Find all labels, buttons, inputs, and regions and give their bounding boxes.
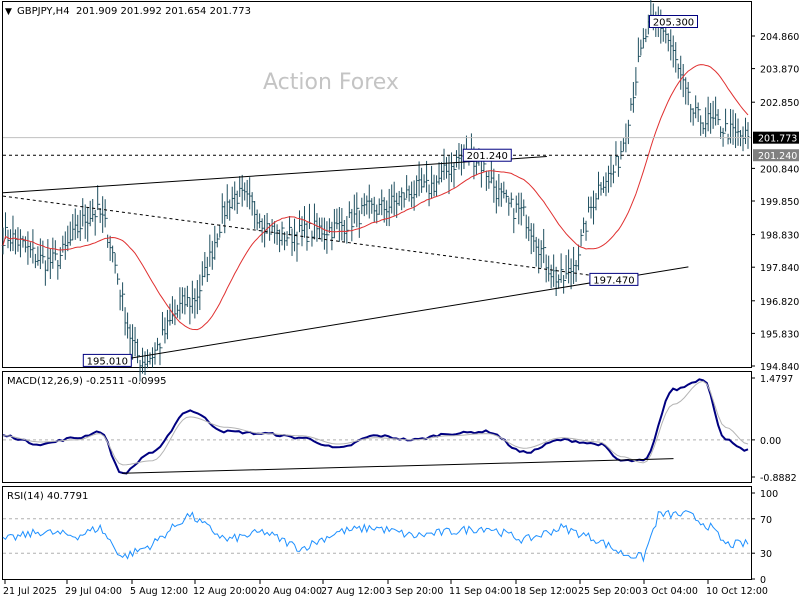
dropdown-triangle-icon[interactable]: ▼ [5, 7, 12, 17]
price-tick-label: 194.840 [760, 362, 799, 373]
watermark: Action Forex [263, 70, 399, 95]
rsi-title: RSI(14) 40.7791 [7, 491, 88, 502]
price-tick-label: 203.870 [760, 65, 799, 76]
x-tick-label: 21 Jul 2025 [3, 586, 57, 597]
x-tick-label: 11 Sep 04:00 [449, 586, 512, 597]
price-label-frame [462, 148, 512, 162]
trendline-upper-channel [2, 156, 547, 194]
macd-layer [2, 378, 751, 475]
rsi-axis: 100 70 30 0 [751, 489, 778, 586]
price-label-frame [649, 15, 698, 29]
rsi-layer [2, 509, 751, 563]
header-symbol: GBPJPY,H4 [17, 6, 70, 17]
macd-signal-line [2, 380, 749, 466]
price-tick-label: 199.850 [760, 197, 799, 208]
price-tick-label: 195.830 [760, 329, 799, 340]
price-tick-label: 197.840 [760, 263, 799, 274]
price-label-frame [82, 353, 132, 367]
price-label-box: 205.300 [649, 15, 698, 29]
macd-tick-label: 1.4797 [760, 374, 793, 385]
price-label-frame [589, 272, 639, 286]
price-label-box: 197.470 [589, 272, 639, 286]
x-tick-label: 20 Aug 04:00 [258, 586, 322, 597]
price-tick-label: 196.820 [760, 297, 799, 308]
rsi-tick-label: 0 [760, 575, 766, 586]
price-label-text: 195.010 [87, 356, 128, 367]
x-tick-label: 25 Sep 20:00 [578, 586, 641, 597]
x-tick-label: 3 Oct 04:00 [642, 586, 698, 597]
price-label-text: 197.470 [593, 275, 634, 286]
x-tick-label: 27 Aug 12:00 [321, 586, 385, 597]
macd-tick-label: 0.00 [760, 436, 781, 447]
level-tag [753, 149, 799, 162]
rsi-tick-label: 100 [760, 489, 778, 500]
price-label-text: 201.240 [467, 151, 508, 162]
macd-panel [2, 371, 752, 483]
price-tick-label: 198.830 [760, 231, 799, 242]
x-tick-label: 10 Oct 12:00 [706, 586, 768, 597]
price-tick-label: 202.850 [760, 98, 799, 109]
price-overlay: 205.300 201.240 197.470 195.010 [2, 15, 751, 367]
rsi-line [2, 509, 749, 563]
price-tick-label: 204.860 [760, 32, 799, 43]
macd-axis: 1.4797 0.00 -0.8882 [751, 374, 797, 484]
price-label-box: 195.010 [82, 353, 132, 367]
trendline-dashed-line [2, 195, 622, 280]
x-tick-label: 12 Aug 20:00 [193, 586, 257, 597]
current-price-tag-text: 201.773 [758, 134, 797, 145]
macd-trendline [122, 458, 674, 474]
moving-average-line [2, 64, 749, 331]
rsi-tick-label: 70 [760, 515, 772, 526]
price-label-text: 205.300 [653, 18, 694, 29]
macd-tick-label: -0.8882 [760, 473, 797, 484]
price-label-box: 201.240 [462, 148, 512, 162]
current-price-tag [753, 131, 799, 144]
rsi-panel [2, 486, 752, 580]
price-axis: 204.860 203.870 202.850 201.773 200.840 199.8… [751, 32, 799, 373]
x-tick-label: 18 Sep 12:00 [514, 586, 577, 597]
x-axis: 21 Jul 2025 29 Jul 04:00 5 Aug 12:00 12 Aug… [3, 580, 768, 597]
rsi-tick-label: 30 [760, 549, 772, 560]
x-tick-label: 3 Sep 20:00 [386, 586, 443, 597]
header-ohlc: 201.909 201.992 201.654 201.773 [76, 6, 251, 17]
x-tick-label: 5 Aug 12:00 [130, 586, 188, 597]
price-tick-label: 200.840 [760, 164, 799, 175]
macd-title: MACD(12,26,9) -0.2511 -0.0995 [7, 376, 167, 387]
level-tag-text: 201.240 [758, 151, 797, 162]
x-tick-label: 29 Jul 04:00 [65, 586, 122, 597]
